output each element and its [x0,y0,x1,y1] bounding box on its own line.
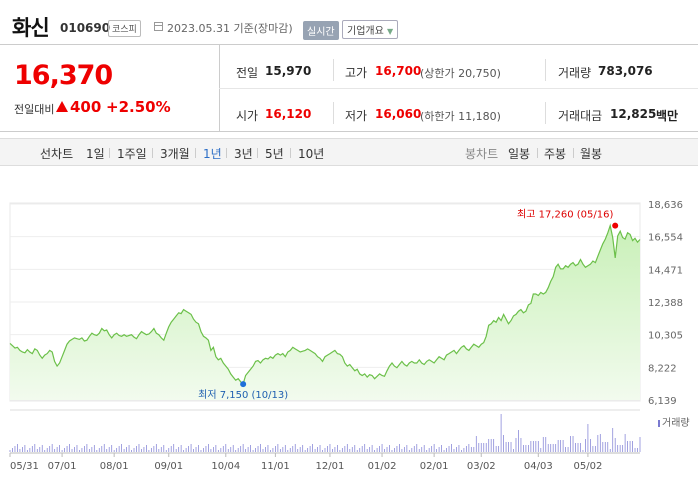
y-tick-label: 6,139 [648,396,677,407]
upper-limit: (상한가 20,750) [420,67,501,80]
tab-weekly-candle[interactable]: 주봉 [544,147,567,161]
y-tick-label: 14,471 [648,265,683,276]
stock-code: 010690 [60,21,111,35]
divider [195,148,196,158]
x-tick-label: 07/01 [48,461,77,472]
tab-daily-candle[interactable]: 일봉 [508,147,531,161]
amount-unit: 백만 [656,109,679,123]
change-label: 전일대비 [14,103,55,116]
x-tick-label: 05/02 [573,461,602,472]
tab-10year[interactable]: 10년 [298,147,325,161]
low-point-marker [240,381,247,388]
volume-legend-swatch [658,420,660,427]
volume-bars [9,414,641,452]
x-tick-label: 09/01 [154,461,183,472]
divider [545,59,546,81]
prev-close-label: 전일 [236,66,259,80]
divider [257,148,258,158]
x-tick-label: 01/02 [368,461,397,472]
divider [219,88,698,89]
open-label: 시가 [236,109,259,123]
divider [290,148,291,158]
high-point-marker [612,222,619,229]
base-date: 2023.05.31 기준(장마감) [167,22,293,35]
stock-name: 화신 [12,16,50,40]
divider [573,148,574,158]
volume-label: 거래량 [558,66,592,80]
x-tick-label: 05/31 [10,461,39,472]
tab-1year[interactable]: 1년 [203,147,222,161]
y-tick-label: 18,636 [648,200,683,211]
low-label: 저가 [345,109,368,123]
x-tick-label: 12/01 [316,461,345,472]
candle-chart-label: 봉차트 [465,147,499,161]
company-info-label: 기업개요 [347,26,384,37]
up-arrow-icon [56,101,68,112]
x-tick-label: 03/02 [467,461,496,472]
y-tick-label: 16,554 [648,233,683,244]
y-tick-label: 10,305 [648,331,683,342]
y-axis-labels: 18,636 16,554 14,471 12,388 10,305 8,222 6,139 [648,200,683,407]
low-value: 16,060 [375,107,422,121]
chevron-down-icon: ▼ [387,27,394,36]
tab-3year[interactable]: 3년 [234,147,253,161]
y-tick-label: 12,388 [648,298,683,309]
tab-1day[interactable]: 1일 [86,147,105,161]
high-annotation: 최고 17,260 (05/16) [517,209,613,221]
price-area [10,225,640,400]
change-percent: +2.50% [106,98,171,116]
x-axis-labels: 05/31 07/01 08/01 09/01 10/04 11/01 12/01 01/02… [9,453,602,472]
price-chart[interactable]: 18,636 16,554 14,471 12,388 10,305 8,222 6,139… [0,190,698,491]
change-amount: 400 [70,98,102,116]
x-tick-label: 04/03 [524,461,553,472]
high-value: 16,700 [375,64,422,78]
amount-value: 12,825 [610,107,657,121]
x-tick-label: 11/01 [261,461,290,472]
price-summary [0,44,698,132]
x-tick-label: 08/01 [100,461,129,472]
market-badge: 코스피 [108,20,141,37]
y-tick-label: 8,222 [648,363,677,374]
open-value: 16,120 [265,107,312,121]
current-price: 16,370 [14,60,113,91]
divider [152,148,153,158]
divider [537,148,538,158]
price-line [9,223,641,386]
divider [109,148,110,158]
company-info-dropdown[interactable]: 기업개요 ▼ [342,20,399,39]
volume-value: 783,076 [598,64,653,78]
x-tick-label: 02/01 [420,461,449,472]
tab-3month[interactable]: 3개월 [160,147,190,161]
low-annotation: 최저 7,150 (10/13) [198,389,288,401]
x-tick-label: 10/04 [211,461,240,472]
tab-1week[interactable]: 1주일 [117,147,147,161]
line-chart-label: 선차트 [40,147,74,161]
prev-close-value: 15,970 [265,64,312,78]
period-tabs-bar [0,138,698,166]
divider [545,102,546,124]
divider [333,59,334,81]
lower-limit: (하한가 11,180) [420,110,501,123]
high-label: 고가 [345,66,368,80]
amount-label: 거래대금 [558,109,603,123]
divider [333,102,334,124]
volume-label: 거래량 [662,417,690,429]
tab-monthly-candle[interactable]: 월봉 [580,147,603,161]
realtime-button[interactable]: 실시간 [303,21,339,40]
tab-5year[interactable]: 5년 [265,147,284,161]
calendar-icon [154,22,163,31]
divider [226,148,227,158]
